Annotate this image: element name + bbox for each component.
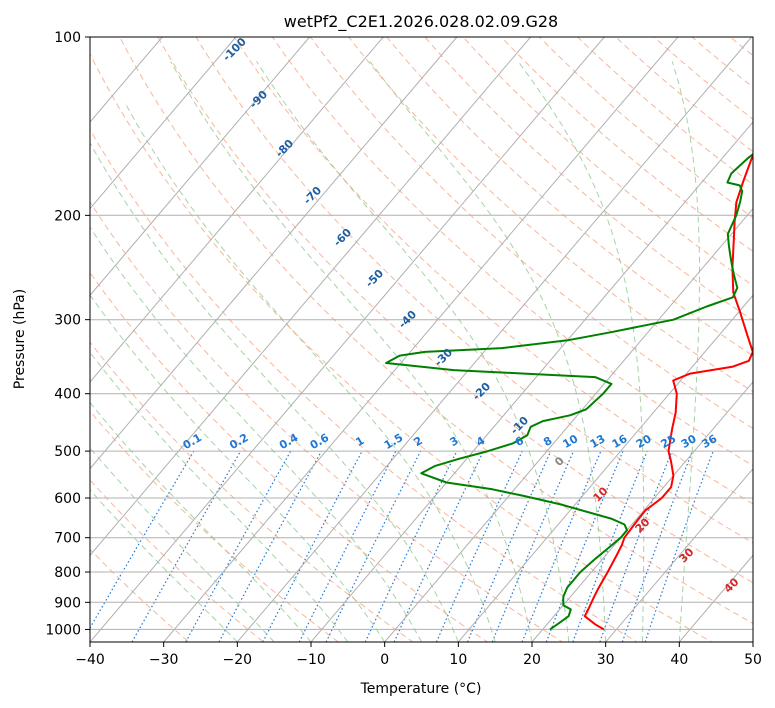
y-tick-label: 700 <box>54 531 81 547</box>
isotherm <box>605 467 753 642</box>
dry-adiabat <box>90 271 489 642</box>
dry-adiabat <box>615 37 753 153</box>
mixing-ratio-line <box>599 450 673 642</box>
moist-adiabat <box>90 226 422 642</box>
moist-adiabat <box>90 401 312 642</box>
mixing-ratio-line <box>572 450 648 642</box>
x-tick-label: −40 <box>75 652 105 668</box>
isotherm <box>90 37 531 557</box>
isotherm <box>90 37 310 297</box>
dry-adiabat <box>348 37 753 393</box>
moist-adiabat <box>671 61 700 642</box>
isotherm <box>90 37 237 210</box>
mixing-ratio-line <box>218 450 323 642</box>
x-tick-label: 20 <box>523 652 541 668</box>
mixing-ratio-line <box>325 450 422 642</box>
dry-adiabat <box>233 37 753 505</box>
y-tick-label: 600 <box>54 491 81 507</box>
moist-adiabat <box>90 447 275 642</box>
x-tick-label: −10 <box>296 652 326 668</box>
y-tick-label: 800 <box>54 565 81 581</box>
dry-adiabats <box>90 37 753 642</box>
dry-adiabat <box>90 53 713 642</box>
plot-frame <box>89 36 754 643</box>
x-tick-label: −20 <box>223 652 253 668</box>
x-tick-label: 40 <box>670 652 688 668</box>
mixing-ratio-lines <box>90 450 714 642</box>
mixing-ratio-line <box>435 450 523 642</box>
y-tick-label: 500 <box>54 444 81 460</box>
isotherm <box>384 207 753 642</box>
x-tick-label: 50 <box>744 652 762 668</box>
y-axis-label: Pressure (hPa) <box>12 289 28 389</box>
grid-lines <box>90 37 753 642</box>
dry-adiabat <box>462 37 753 287</box>
dry-adiabat <box>195 37 753 544</box>
profile-series <box>385 152 753 631</box>
mixing-ratio-line <box>185 450 292 642</box>
isotherm <box>236 37 752 642</box>
dry-adiabat <box>653 37 753 120</box>
y-tick-label: 1000 <box>45 622 81 638</box>
isotherm <box>457 294 753 642</box>
y-tick-label: 100 <box>54 30 81 46</box>
dewpoint-profile-line <box>385 152 753 631</box>
y-tick-label: 300 <box>54 313 81 329</box>
x-axis-label: Temperature (°C) <box>360 681 482 697</box>
dry-adiabat <box>157 37 753 584</box>
isotherm <box>90 37 605 642</box>
chart-title: wetPf2_C2E1.2026.028.02.09.G28 <box>284 12 558 32</box>
dry-adiabat <box>538 37 753 219</box>
moist-adiabat <box>90 294 386 642</box>
y-tick-label: 900 <box>54 595 81 611</box>
isotherm <box>90 37 384 383</box>
dry-adiabat <box>424 37 753 322</box>
y-tick-label: 400 <box>54 387 81 403</box>
mixing-ratio-line <box>466 450 552 642</box>
dry-adiabat <box>500 37 753 252</box>
y-tick-label: 200 <box>54 208 81 224</box>
x-axis: −40 −30 −20 −10 0 10 20 30 40 50 <box>75 642 762 668</box>
x-tick-label: 30 <box>597 652 615 668</box>
dry-adiabat <box>90 201 564 642</box>
x-tick-label: −30 <box>149 652 179 668</box>
plot-area: 0.1 0.2 0.4 0.6 1 1.5 2 3 4 6 8 10 13 16 20 25 30 36-100-… <box>90 37 753 642</box>
mixing-ratio-line <box>621 450 693 642</box>
isotherm <box>90 37 458 470</box>
dry-adiabat <box>576 37 753 185</box>
moist-adiabat <box>170 61 533 642</box>
dry-adiabat <box>90 479 265 642</box>
mixing-ratio-line <box>545 450 624 642</box>
x-tick-label: 0 <box>380 652 389 668</box>
dry-adiabat <box>271 37 753 467</box>
isotherm <box>163 37 679 642</box>
moist-adiabat <box>125 104 496 642</box>
mixing-ratio-line <box>298 450 397 642</box>
dry-adiabat <box>90 410 340 642</box>
dry-adiabat <box>386 37 753 357</box>
mixing-ratio-line <box>521 450 602 642</box>
temperature-profile-line <box>583 152 753 631</box>
x-tick-label: 10 <box>449 652 467 668</box>
mixing-ratio-line <box>644 450 714 642</box>
moist-adiabat <box>517 61 645 642</box>
y-axis: 100 200 300 400 500 600 700 800 900 1000 <box>45 30 90 638</box>
